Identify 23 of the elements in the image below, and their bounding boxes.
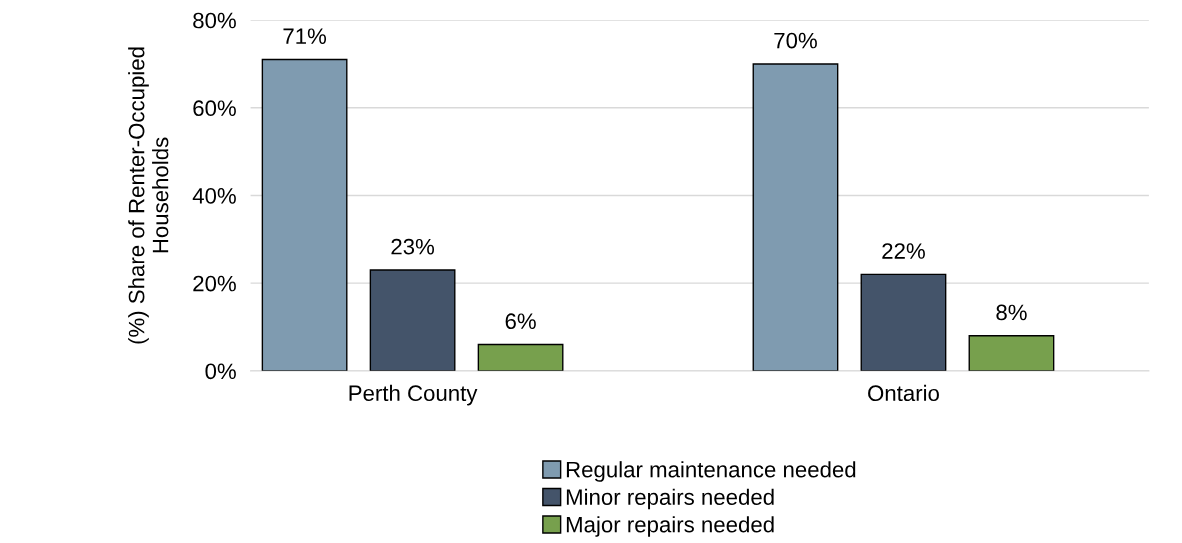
data-label: 70% <box>774 32 817 49</box>
x-tick-label: Perth County <box>349 384 478 406</box>
data-label: 23% <box>391 238 435 255</box>
y-tick-label: 0% <box>205 363 236 380</box>
legend-label: Minor repairs needed <box>566 488 774 510</box>
y-axis-title: (%) Share of Renter-Occupied Households <box>128 47 169 344</box>
legend-label: Regular maintenance needed <box>566 461 856 482</box>
bar <box>968 335 1055 371</box>
y-tick-label: 60% <box>193 100 236 117</box>
bar <box>752 63 839 371</box>
legend-label: Major repairs needed <box>566 516 774 537</box>
data-label: 6% <box>505 313 536 330</box>
bar <box>369 269 456 371</box>
data-label: 8% <box>996 304 1027 321</box>
y-tick-label: 20% <box>193 275 236 292</box>
y-tick-label: 40% <box>192 188 236 204</box>
bar <box>477 343 564 371</box>
bar <box>860 273 947 371</box>
y-tick-label: 80% <box>193 12 236 29</box>
bar <box>261 58 348 371</box>
data-label: 71% <box>283 28 327 44</box>
data-label: 22% <box>882 243 925 259</box>
x-tick-label: Ontario <box>868 384 939 402</box>
